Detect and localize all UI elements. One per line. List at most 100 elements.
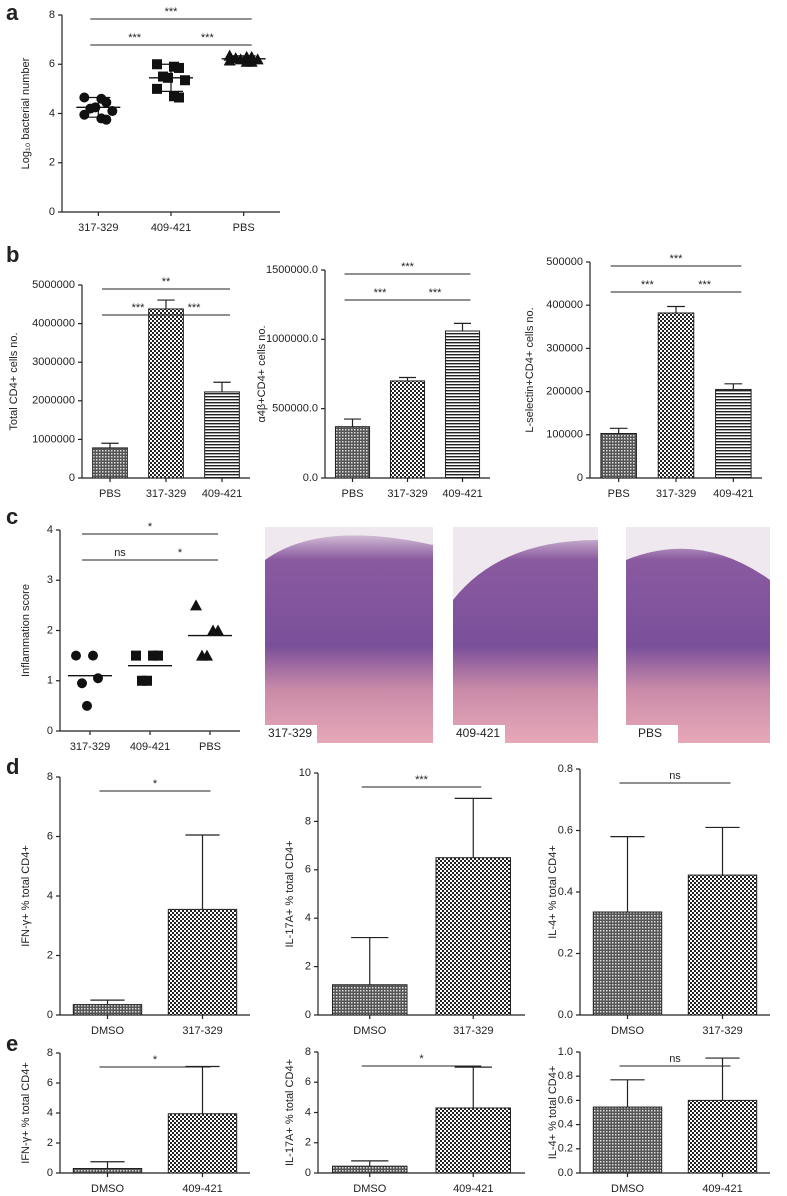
x-tick-label: 409-421 xyxy=(442,488,482,500)
y-tick-label: 1 xyxy=(47,675,53,687)
y-tick-label: 0.0 xyxy=(558,1167,573,1179)
chart: c Inflammation score 0 1 2 3 4 317-329 409-421 PB… xyxy=(6,504,240,753)
y-tick-label: 2 xyxy=(47,1137,53,1149)
y-tick-label: 100000 xyxy=(546,429,583,441)
y-tick-label: 0.4 xyxy=(558,886,573,898)
y-tick-label: 0 xyxy=(47,725,53,737)
panel-label: a xyxy=(6,0,19,25)
bar xyxy=(167,1113,238,1174)
panel-label: d xyxy=(6,754,19,779)
point xyxy=(142,675,152,686)
chart: IL-4+ % total CD4+ 0.0 0.2 0.4 0.6 0.8 1.0 DMSO… xyxy=(547,1046,770,1195)
x-tick-label: DMSO xyxy=(91,1183,124,1195)
x-tick-label: PBS xyxy=(233,222,255,234)
y-tick-label: 0 xyxy=(577,472,583,484)
panel-label: e xyxy=(6,1031,18,1056)
point xyxy=(152,83,162,94)
y-tick-label: 500000 xyxy=(546,256,583,268)
y-axis-label: α4β+CD4+ cells no. xyxy=(256,325,268,422)
significance-label: *** xyxy=(165,6,179,18)
y-tick-label: 8 xyxy=(47,1047,53,1059)
chart: IL-17A+ % total CD4+ 0 2 4 6 8 10 DMSO 317-329 **… xyxy=(284,767,525,1037)
bar xyxy=(148,308,184,479)
y-tick-label: 6 xyxy=(305,864,311,876)
x-tick-label: 317-329 xyxy=(146,488,186,500)
panel-label: b xyxy=(6,242,19,267)
significance-label: *** xyxy=(128,32,142,44)
point xyxy=(180,75,190,86)
significance-label: ns xyxy=(669,1053,681,1065)
x-tick-label: PBS xyxy=(199,741,221,753)
bar xyxy=(167,908,238,1016)
y-tick-label: 0 xyxy=(47,1009,53,1021)
bar xyxy=(444,330,481,479)
point xyxy=(79,92,90,103)
x-tick-label: DMSO xyxy=(611,1025,644,1037)
point xyxy=(107,106,118,117)
y-tick-label: 3000000 xyxy=(32,356,75,368)
y-tick-label: 10 xyxy=(299,767,311,779)
bar xyxy=(334,426,371,479)
chart: a Log₁₀ bacterial number 0 2 4 6 8 317-329 409-4… xyxy=(6,0,280,234)
y-tick-label: 1000000.0 xyxy=(266,333,318,345)
y-tick-label: 4 xyxy=(47,890,53,902)
y-tick-label: 8 xyxy=(305,1046,311,1058)
y-tick-label: 200000 xyxy=(546,386,583,398)
micrograph: 317-329 xyxy=(265,527,433,743)
point xyxy=(77,678,87,689)
x-tick-label: PBS xyxy=(341,488,363,500)
y-axis-label: IFN-γ+ % total CD4+ xyxy=(20,1062,32,1163)
y-tick-label: 1500000.0 xyxy=(266,264,318,276)
point xyxy=(71,650,81,661)
significance-label: *** xyxy=(401,261,415,273)
y-tick-label: 2 xyxy=(305,1137,311,1149)
x-tick-label: 409-421 xyxy=(202,488,242,500)
y-tick-label: 0 xyxy=(69,472,75,484)
y-tick-label: 4 xyxy=(49,107,55,119)
y-axis-label: IL-4+ % total CD4+ xyxy=(547,1066,559,1160)
chart: L-selectin+CD4+ cells no. 0 100000 200000 30… xyxy=(524,253,762,500)
micrograph: PBS xyxy=(626,527,770,743)
y-axis-label: IL-17A+ % total CD4+ xyxy=(284,840,296,947)
x-tick-label: 317-329 xyxy=(453,1025,493,1037)
y-tick-label: 1000000 xyxy=(32,433,75,445)
significance-label: * xyxy=(419,1053,424,1065)
y-tick-label: 300000 xyxy=(546,342,583,354)
x-tick-label: 317-329 xyxy=(78,222,118,234)
y-tick-label: 0.6 xyxy=(558,1094,573,1106)
y-tick-label: 4 xyxy=(47,524,53,536)
significance-label: * xyxy=(148,521,153,533)
chart: IL-17A+ % total CD4+ 0 2 4 6 8 DMSO 409-421 * xyxy=(284,1046,525,1195)
significance-label: *** xyxy=(201,32,215,44)
y-tick-label: 2000000 xyxy=(32,395,75,407)
bar xyxy=(657,312,695,479)
y-tick-label: 0 xyxy=(49,206,55,218)
y-tick-label: 0.2 xyxy=(558,947,573,959)
point xyxy=(174,92,184,103)
y-axis-label: IL-4+ % total CD4+ xyxy=(547,845,559,939)
point xyxy=(101,114,112,125)
y-tick-label: 4000000 xyxy=(32,318,75,330)
x-tick-label: 409-421 xyxy=(713,488,753,500)
y-tick-label: 0.4 xyxy=(558,1119,573,1131)
point xyxy=(101,97,112,108)
y-tick-label: 2 xyxy=(47,949,53,961)
significance-label: *** xyxy=(670,253,684,265)
chart: d IFN-γ+ % total CD4+ 0 2 4 6 8 DMSO 317-329 * xyxy=(6,754,250,1037)
y-tick-label: 4 xyxy=(47,1107,53,1119)
point xyxy=(152,59,162,70)
point xyxy=(153,650,163,661)
y-tick-label: 6 xyxy=(47,830,53,842)
micrograph: 409-421 xyxy=(453,527,598,743)
y-tick-label: 0 xyxy=(305,1009,311,1021)
point xyxy=(223,54,236,66)
y-tick-label: 6 xyxy=(49,58,55,70)
significance-label: ** xyxy=(162,276,171,288)
y-tick-label: 4 xyxy=(305,1106,311,1118)
y-tick-label: 0.0 xyxy=(303,472,318,484)
significance-label: * xyxy=(178,547,183,559)
micrograph-label: 409-421 xyxy=(456,726,500,740)
